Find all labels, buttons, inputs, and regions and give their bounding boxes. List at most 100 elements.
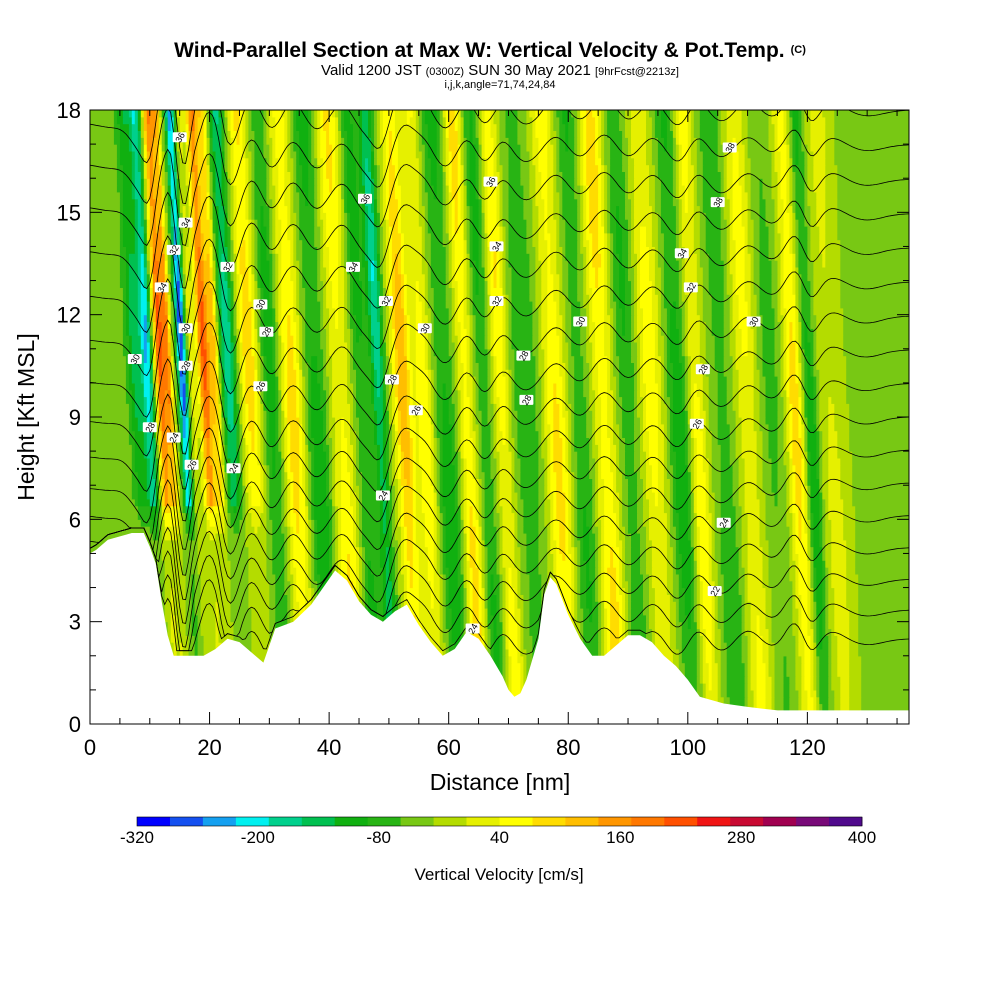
velocity-cell xyxy=(762,553,770,561)
velocity-cell xyxy=(505,683,510,691)
velocity-cell xyxy=(834,601,847,609)
velocity-cell xyxy=(601,546,605,554)
velocity-cell xyxy=(329,519,333,527)
velocity-cell xyxy=(858,621,909,630)
velocity-cell xyxy=(598,649,602,657)
velocity-cell xyxy=(463,451,474,459)
velocity-cell xyxy=(717,614,725,623)
velocity-cell xyxy=(305,505,309,514)
velocity-cell xyxy=(329,546,333,554)
velocity-cell xyxy=(607,614,611,623)
velocity-cell xyxy=(493,519,501,527)
copyright-mark: (C) xyxy=(791,44,807,56)
velocity-cell xyxy=(762,567,770,575)
velocity-cell xyxy=(191,492,196,500)
velocity-cell xyxy=(418,451,432,459)
velocity-cell xyxy=(514,533,518,541)
velocity-cell xyxy=(245,539,267,548)
velocity-cell xyxy=(747,696,755,705)
velocity-cell xyxy=(514,587,518,595)
velocity-cell xyxy=(251,498,261,507)
velocity-cell xyxy=(837,655,850,664)
velocity-cell xyxy=(583,608,590,616)
velocity-cell xyxy=(840,485,853,493)
velocity-cell xyxy=(798,505,802,514)
velocity-cell xyxy=(409,471,414,479)
velocity-cell xyxy=(616,471,623,479)
velocity-cell xyxy=(487,621,495,630)
velocity-cell xyxy=(640,553,647,561)
velocity-cell xyxy=(625,614,629,623)
velocity-cell xyxy=(287,573,294,582)
velocity-cell xyxy=(741,594,746,602)
velocity-cell xyxy=(221,485,226,493)
velocity-cell xyxy=(382,512,387,520)
velocity-cell xyxy=(601,471,614,479)
velocity-cell xyxy=(430,464,435,473)
velocity-cell xyxy=(711,649,716,657)
velocity-cell xyxy=(690,608,695,616)
velocity-cell xyxy=(502,669,507,677)
velocity-cell xyxy=(613,471,617,479)
velocity-cell xyxy=(137,485,148,493)
velocity-cell xyxy=(161,464,166,473)
velocity-cell xyxy=(403,580,408,589)
velocity-cell xyxy=(741,614,746,623)
velocity-cell xyxy=(765,512,787,520)
velocity-cell xyxy=(511,669,522,677)
velocity-cell xyxy=(529,580,542,589)
velocity-cell xyxy=(167,628,172,636)
velocity-cell xyxy=(317,546,330,554)
velocity-cell xyxy=(508,649,519,657)
velocity-cell xyxy=(622,580,629,589)
velocity-cell xyxy=(284,451,288,459)
velocity-cell xyxy=(717,669,722,677)
velocity-cell xyxy=(290,512,297,520)
velocity-cell xyxy=(592,594,596,602)
velocity-cell xyxy=(263,485,267,493)
velocity-cell xyxy=(176,485,181,493)
velocity-cell xyxy=(335,539,339,548)
velocity-cell xyxy=(568,512,572,520)
velocity-cell xyxy=(433,594,441,602)
velocity-cell xyxy=(487,614,495,623)
velocity-cell xyxy=(720,478,734,486)
velocity-cell xyxy=(523,608,530,616)
velocity-cell xyxy=(436,560,441,568)
velocity-cell xyxy=(610,594,617,602)
velocity-cell xyxy=(687,451,692,459)
velocity-cell xyxy=(296,526,300,534)
velocity-cell xyxy=(194,471,202,479)
velocity-cell xyxy=(666,457,671,466)
velocity-cell xyxy=(693,512,698,520)
velocity-cell xyxy=(385,608,393,616)
velocity-cell xyxy=(329,471,333,479)
velocity-cell xyxy=(822,573,826,582)
velocity-cell xyxy=(672,546,677,554)
velocity-cell xyxy=(750,662,758,670)
velocity-cell xyxy=(391,512,396,520)
velocity-cell xyxy=(547,485,551,493)
velocity-cell xyxy=(571,478,575,486)
velocity-cell xyxy=(326,498,333,507)
velocity-cell xyxy=(631,533,641,541)
velocity-cell xyxy=(284,492,288,500)
velocity-cell xyxy=(634,451,641,459)
velocity-cell xyxy=(819,526,823,534)
velocity-cell xyxy=(571,601,575,609)
velocity-cell xyxy=(759,505,767,514)
velocity-cell xyxy=(607,628,611,636)
velocity-cell xyxy=(849,689,862,698)
velocity-cell xyxy=(765,594,773,602)
velocity-cell xyxy=(332,505,336,514)
velocity-cell xyxy=(469,533,477,541)
velocity-cell xyxy=(538,464,545,473)
velocity-cell xyxy=(469,614,474,623)
velocity-cell xyxy=(350,553,357,561)
velocity-cell xyxy=(580,628,584,636)
velocity-cell xyxy=(341,464,348,473)
velocity-cell xyxy=(356,526,360,534)
velocity-cell xyxy=(762,457,773,466)
velocity-cell xyxy=(792,594,796,602)
velocity-cell xyxy=(90,526,151,534)
